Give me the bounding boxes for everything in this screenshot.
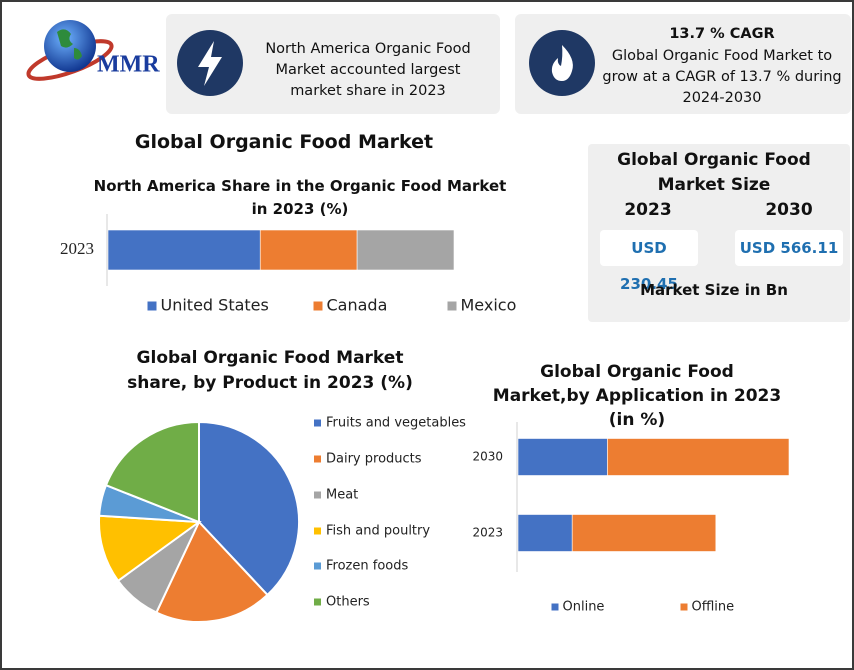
legend-marker — [680, 603, 688, 611]
legend-marker — [314, 455, 321, 463]
year: 2023 — [624, 200, 672, 220]
legend-marker — [447, 301, 457, 311]
legend-label: United States — [161, 296, 269, 315]
legend-label: Offline — [692, 600, 735, 615]
legend-marker — [147, 301, 157, 311]
lightning-icon — [177, 30, 243, 96]
legend-label: Frozen foods — [326, 559, 408, 574]
year: 2030 — [765, 200, 813, 220]
main-title: Global Organic Food Market — [134, 131, 434, 153]
cagr-text: Global Organic Food Market to grow at a … — [602, 48, 842, 106]
legend-label: Canada — [327, 296, 388, 315]
legend-marker — [314, 419, 321, 427]
legend-marker — [314, 527, 321, 535]
market-size-note: Market Size in Bn — [640, 281, 788, 299]
cagr-title: 13.7 % CAGR — [669, 26, 775, 42]
chart-title: North America Share in the Organic Food … — [93, 177, 507, 218]
category-label: 2023 — [60, 239, 94, 258]
pie-slice — [98, 514, 202, 583]
pie-slice — [198, 420, 300, 597]
category-label: 2023 — [472, 526, 503, 540]
flame-icon — [529, 30, 595, 96]
bar-segment — [259, 229, 358, 271]
market-value: USD 566.11 — [735, 230, 843, 266]
category-label: 2030 — [472, 450, 503, 464]
logo-text: MMR — [97, 52, 160, 78]
chart-title: Global Organic Food Market share, by Pro… — [127, 348, 413, 393]
legend-marker — [313, 301, 323, 311]
bar-segment — [107, 229, 261, 271]
legend-label: Meat — [326, 488, 358, 503]
logo: MMR — [26, 20, 160, 81]
legend-marker — [314, 562, 321, 570]
legend-label: Mexico — [461, 296, 517, 315]
legend-marker — [314, 491, 321, 499]
chart-title: Global Organic Food Market,by Applicatio… — [492, 362, 782, 430]
legend-marker — [314, 598, 321, 606]
legend-label: Fruits and vegetables — [326, 416, 466, 431]
highlight-text: North America Organic Food Market accoun… — [265, 41, 471, 99]
legend-label: Online — [563, 600, 605, 615]
bar-segment — [571, 514, 717, 552]
market-value: USD 230.45 — [600, 230, 698, 293]
legend-label: Fish and poultry — [326, 524, 430, 539]
bar-segment — [607, 438, 790, 476]
legend-marker — [551, 603, 559, 611]
legend-label: Others — [326, 595, 370, 610]
market-size-title: Global Organic Food Market Size — [617, 150, 811, 195]
bar-segment — [356, 229, 455, 271]
bar-segment — [517, 514, 573, 552]
legend-label: Dairy products — [326, 452, 422, 467]
bar-segment — [517, 438, 608, 476]
pie-slice — [104, 420, 200, 524]
pie-slice — [155, 520, 269, 623]
